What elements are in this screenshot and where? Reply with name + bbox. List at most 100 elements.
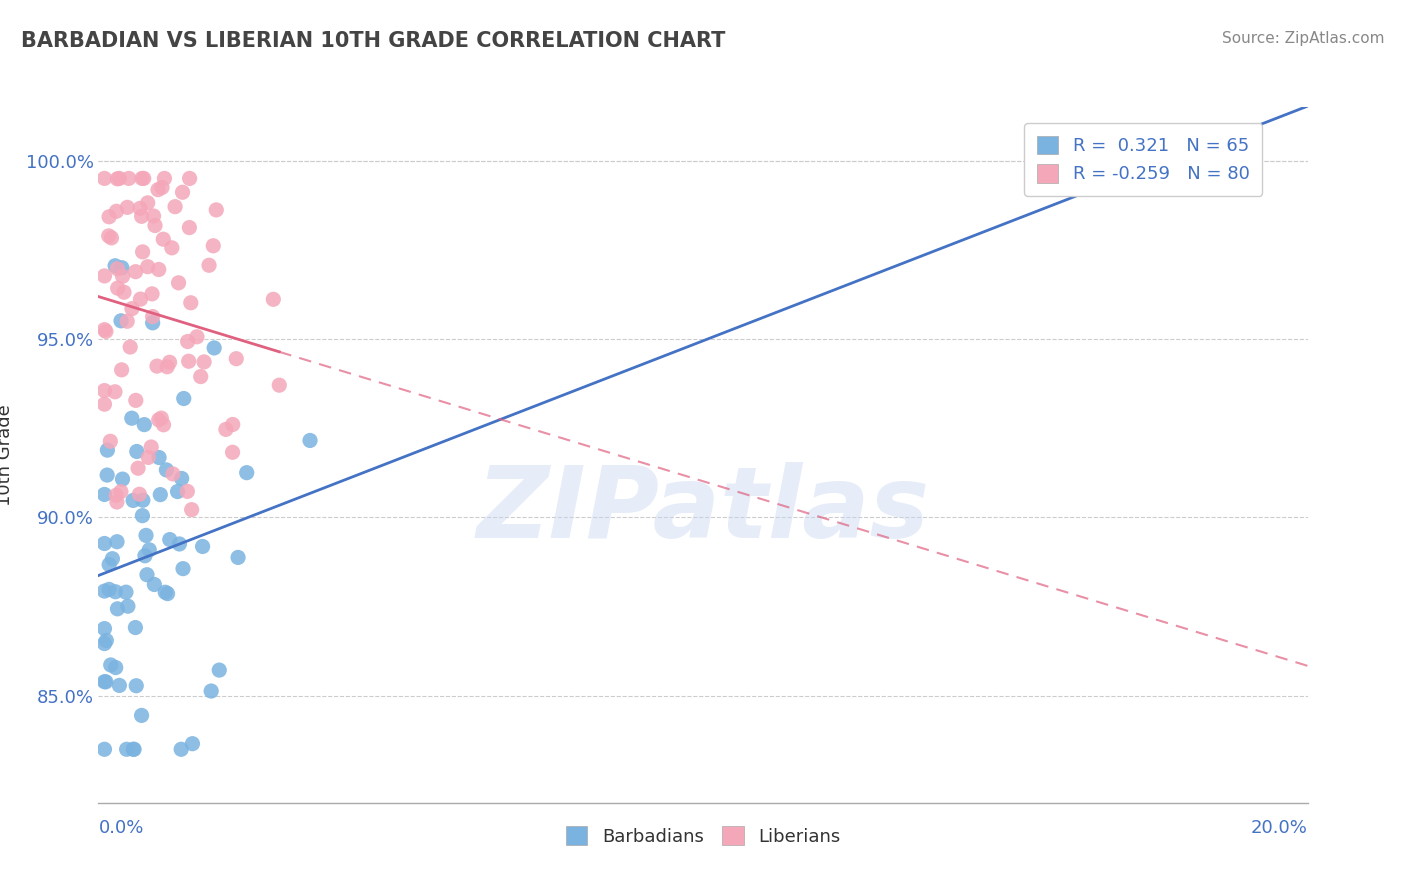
Point: [93, 742, 115, 756]
Point: [179, 171, 201, 186]
Point: [146, 359, 169, 373]
Point: [142, 310, 165, 324]
Point: [170, 742, 193, 756]
Point: [148, 413, 170, 427]
Point: [132, 493, 155, 508]
Point: [142, 316, 165, 330]
Point: [125, 679, 148, 693]
Point: [149, 488, 172, 502]
Point: [93, 536, 115, 550]
Point: [105, 261, 128, 276]
Point: [221, 445, 243, 459]
Point: [1206, 136, 1229, 150]
Point: [153, 171, 176, 186]
Point: [98, 210, 121, 224]
Point: [110, 484, 132, 499]
Point: [143, 577, 166, 591]
Point: [94, 325, 117, 339]
Point: [104, 259, 127, 273]
Point: [98, 434, 121, 449]
Point: [108, 171, 131, 186]
Legend: Barbadians, Liberians: Barbadians, Liberians: [558, 819, 848, 853]
Text: 20.0%: 20.0%: [1251, 820, 1308, 838]
Point: [172, 561, 194, 575]
Point: [205, 202, 228, 217]
Point: [96, 468, 118, 483]
Point: [165, 200, 187, 214]
Point: [156, 586, 179, 600]
Point: [152, 232, 174, 246]
Point: [125, 393, 148, 408]
Point: [93, 323, 115, 337]
Point: [129, 292, 152, 306]
Point: [98, 558, 121, 572]
Point: [269, 378, 291, 392]
Point: [200, 684, 222, 698]
Point: [121, 411, 143, 425]
Point: [121, 301, 143, 316]
Point: [208, 663, 231, 677]
Point: [101, 551, 124, 566]
Point: [112, 285, 135, 300]
Point: [155, 463, 177, 477]
Point: [148, 450, 170, 465]
Text: Source: ZipAtlas.com: Source: ZipAtlas.com: [1222, 31, 1385, 46]
Point: [122, 493, 145, 508]
Point: [117, 200, 139, 214]
Text: 0.0%: 0.0%: [98, 820, 143, 838]
Point: [122, 742, 145, 756]
Point: [104, 384, 127, 399]
Point: [136, 450, 159, 465]
Point: [235, 466, 257, 480]
Point: [93, 384, 115, 398]
Point: [136, 567, 159, 582]
Point: [125, 444, 148, 458]
Point: [162, 467, 184, 481]
Point: [100, 231, 122, 245]
Point: [105, 495, 128, 509]
Point: [115, 742, 138, 756]
Point: [93, 487, 115, 501]
Point: [146, 183, 169, 197]
Text: BARBADIAN VS LIBERIAN 10TH GRADE CORRELATION CHART: BARBADIAN VS LIBERIAN 10TH GRADE CORRELA…: [21, 31, 725, 51]
Point: [155, 585, 177, 599]
Point: [124, 621, 146, 635]
Point: [186, 330, 208, 344]
Point: [159, 355, 181, 369]
Point: [93, 171, 115, 186]
Point: [132, 171, 155, 186]
Point: [191, 540, 214, 554]
Point: [115, 585, 138, 599]
Point: [105, 488, 128, 502]
Point: [179, 220, 201, 235]
Point: [202, 341, 225, 355]
Point: [107, 281, 129, 295]
Point: [93, 622, 115, 636]
Point: [111, 260, 134, 275]
Point: [180, 295, 202, 310]
Point: [169, 537, 191, 551]
Point: [143, 219, 166, 233]
Point: [176, 484, 198, 499]
Point: [131, 708, 153, 723]
Point: [222, 417, 245, 432]
Point: [105, 204, 128, 219]
Point: [141, 286, 163, 301]
Point: [108, 678, 131, 692]
Y-axis label: 10th Grade: 10th Grade: [0, 404, 14, 506]
Point: [148, 262, 170, 277]
Point: [136, 195, 159, 210]
Point: [150, 411, 173, 425]
Point: [193, 355, 215, 369]
Point: [104, 584, 127, 599]
Point: [167, 276, 190, 290]
Point: [226, 550, 249, 565]
Point: [142, 209, 165, 223]
Point: [173, 392, 195, 406]
Point: [131, 209, 153, 223]
Point: [131, 508, 153, 523]
Point: [225, 351, 247, 366]
Point: [120, 340, 142, 354]
Point: [170, 471, 193, 485]
Point: [98, 582, 121, 597]
